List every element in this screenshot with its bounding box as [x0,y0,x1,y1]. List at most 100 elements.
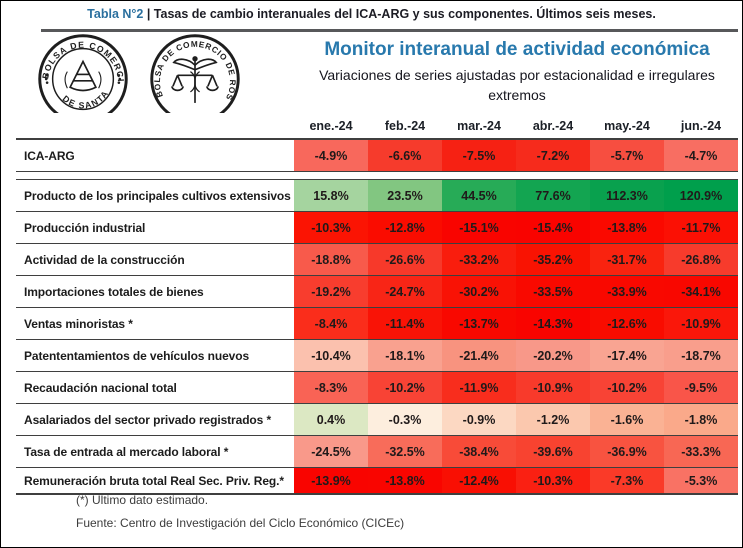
value-cell: -10.2% [590,372,664,403]
value-cell: -18.7% [664,340,738,371]
svg-text:BOLSA DE COMERCIO DE ROSARIO: BOLSA DE COMERCIO DE ROSARIO [149,33,237,102]
value-cell: 15.8% [294,180,368,211]
value-cell: -5.7% [590,140,664,171]
value-cell: -5.3% [664,468,738,493]
footnotes: (*) Último dato estimado. Fuente: Centro… [76,489,404,535]
value-cell: -35.2% [516,244,590,275]
value-cell: -15.1% [442,212,516,243]
value-cell: 23.5% [368,180,442,211]
column-header: abr.-24 [532,118,574,133]
value-cell: -4.9% [294,140,368,171]
value-cell: -24.7% [368,276,442,307]
table-row: Producto de los principales cultivos ext… [16,180,738,212]
value-cell: -12.4% [442,468,516,493]
table-row: Tasa de entrada al mercado laboral * -24.… [16,436,738,468]
value-cell: -26.6% [368,244,442,275]
value-cell: -17.4% [590,340,664,371]
value-cell: -10.9% [516,372,590,403]
value-cell: -13.8% [590,212,664,243]
table-row: Actividad de la construcción -18.8% -26.6%… [16,244,738,276]
value-cell: -21.4% [442,340,516,371]
value-cell: -13.7% [442,308,516,339]
row-label: Importaciones totales de bienes [16,276,294,307]
row-label: Ventas minoristas * [16,308,294,339]
value-cell: -18.8% [294,244,368,275]
value-cell: -13.8% [368,468,442,493]
column-header: feb.-24 [384,118,426,133]
value-cell: -7.3% [590,468,664,493]
value-cell: -39.6% [516,436,590,467]
value-cell: -11.7% [664,212,738,243]
row-label: Patententamientos de vehículos nuevos [16,340,294,371]
rosario-logo-text: BOLSA DE COMERCIO DE ROSARIO [149,33,236,102]
value-cell: -24.5% [294,436,368,467]
value-cell: -8.4% [294,308,368,339]
monitor-table: ene.-24 feb.-24 mar.-24 abr.-24 may.-24 jun.-… [16,113,738,495]
value-cell: -32.5% [368,436,442,467]
value-cell: -19.2% [294,276,368,307]
value-cell: -1.6% [590,404,664,435]
caption-divider [41,29,738,32]
value-cell: -33.3% [664,436,738,467]
value-cell: -15.4% [516,212,590,243]
caduceus-scales-icon [171,56,219,103]
table-row: Importaciones totales de bienes -19.2% -24… [16,276,738,308]
value-cell: -34.1% [664,276,738,307]
column-header: ene.-24 [309,118,353,133]
page-subtitle: Variaciones de series ajustadas por esta… [319,67,715,103]
value-cell: -8.3% [294,372,368,403]
row-label: Actividad de la construcción [16,244,294,275]
value-cell: -10.3% [294,212,368,243]
value-cell: -0.3% [368,404,442,435]
header-corner-cell [16,113,294,138]
value-cell: -20.2% [516,340,590,371]
double-separator [16,171,738,180]
row-label: Tasa de entrada al mercado laboral * [16,436,294,467]
value-cell: 112.3% [590,180,664,211]
table-row: Recaudación nacional total -8.3% -10.2% -11… [16,372,738,404]
table-row: Remuneración bruta total Real Sec. Priv.… [16,468,738,495]
table-row: ICA-ARG -4.9% -6.6% -7.5% -7.2% -5.7% -4.7% [16,140,738,171]
table-caption: Tabla N°2 | Tasas de cambio interanuales… [1,7,742,21]
value-cell: -10.4% [294,340,368,371]
table-header-row: ene.-24 feb.-24 mar.-24 abr.-24 may.-24 jun.-… [16,113,738,140]
row-label: Recaudación nacional total [16,372,294,403]
logos-row: BOLSA DE COMERCIO DE SANTA FE [37,33,241,125]
value-cell: -7.5% [442,140,516,171]
value-cell: -12.8% [368,212,442,243]
value-cell: -9.5% [664,372,738,403]
column-header: mar.-24 [457,118,501,133]
bolsa-comercio-rosario-logo: BOLSA DE COMERCIO DE ROSARIO [149,33,240,124]
value-cell: 120.9% [664,180,738,211]
value-cell: -38.4% [442,436,516,467]
value-cell: -10.2% [368,372,442,403]
value-cell: -6.6% [368,140,442,171]
value-cell: -30.2% [442,276,516,307]
caption-text: | Tasas de cambio interanuales del ICA-A… [146,7,656,21]
row-label: Remuneración bruta total Real Sec. Priv.… [16,468,294,493]
row-label: Asalariados del sector privado registrad… [16,404,294,435]
value-cell: -12.6% [590,308,664,339]
value-cell: -7.2% [516,140,590,171]
column-header: may.-24 [604,118,650,133]
row-label: Producto de los principales cultivos ext… [16,180,294,211]
value-cell: -1.8% [664,404,738,435]
value-cell: -10.3% [516,468,590,493]
value-cell: -26.8% [664,244,738,275]
page-title: Monitor interanual de actividad económic… [324,39,710,60]
value-cell: -10.9% [664,308,738,339]
value-cell: -11.9% [442,372,516,403]
value-cell: -31.7% [590,244,664,275]
value-cell: -36.9% [590,436,664,467]
value-cell: -18.1% [368,340,442,371]
bolsa-comercio-santa-fe-logo: BOLSA DE COMERCIO DE SANTA FE [37,33,128,124]
value-cell: -4.7% [664,140,738,171]
table-row: Asalariados del sector privado registrad… [16,404,738,436]
caption-number: Tabla N°2 [87,7,147,21]
value-cell: -11.4% [368,308,442,339]
value-cell: -13.9% [294,468,368,493]
footnote-estimate: (*) Último dato estimado. [76,493,209,507]
value-cell: -33.9% [590,276,664,307]
header-block: Monitor interanual de actividad económic… [296,38,738,105]
